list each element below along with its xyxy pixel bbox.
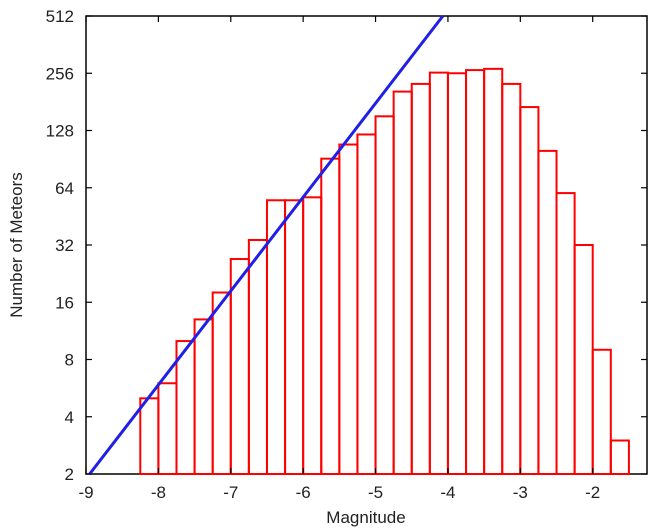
x-tick-label: -6 [296,483,311,502]
y-tick-label: 2 [65,465,74,484]
x-tick-label: -9 [78,483,93,502]
histogram-bar [609,439,630,476]
y-tick-label: 4 [65,408,74,427]
y-tick-label: 64 [55,179,74,198]
x-tick-label: -8 [151,483,166,502]
histogram-bar [591,348,612,475]
x-tick-label: -5 [368,483,383,502]
plot-area [85,15,648,475]
plot-frame [85,15,648,475]
x-tick-label: -4 [440,483,455,502]
y-tick-label: 128 [46,122,74,141]
histogram-bars [139,67,630,476]
y-tick-label: 32 [55,236,74,255]
y-tick-label: 256 [46,64,74,83]
y-axis-label: Number of Meteors [7,172,26,318]
fit-line-group [88,15,445,475]
x-axis-label: Magnitude [326,508,405,527]
x-tick-label: -7 [223,483,238,502]
x-tick-label: -3 [513,483,528,502]
y-tick-label: 512 [46,7,74,26]
x-tick-label: -2 [585,483,600,502]
y-tick-label: 8 [65,351,74,370]
x-axis-ticks: -9-8-7-6-5-4-3-2-1 [78,16,600,502]
y-tick-label: 16 [55,293,74,312]
fit-line [88,15,445,475]
y-axis-ticks: 2 4 8 16 32 64 128 256 512 [46,7,647,484]
